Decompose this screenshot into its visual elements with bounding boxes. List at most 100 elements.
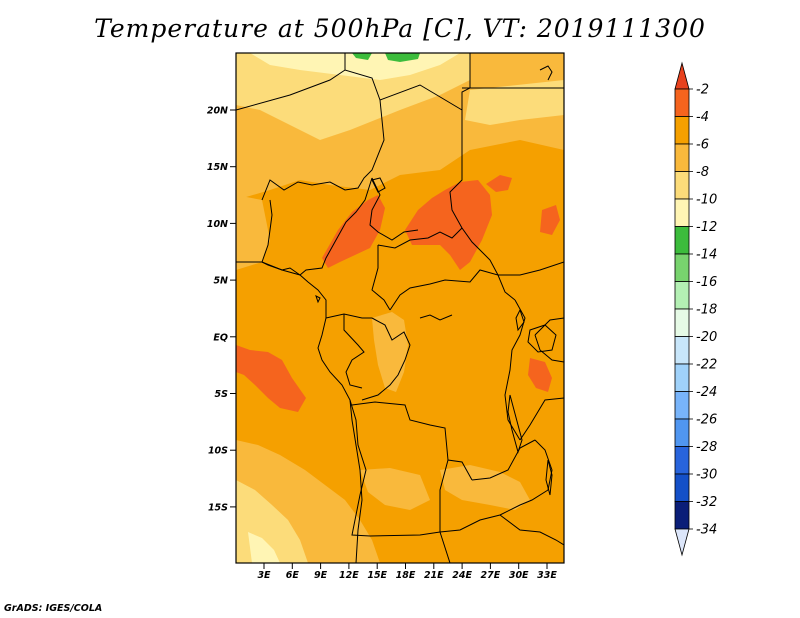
- colorbar-swatch: [674, 253, 690, 282]
- country-borders: [236, 53, 564, 563]
- border-angola-zambia: [439, 459, 449, 532]
- field-south-east-strip: [440, 465, 530, 510]
- lat-tick-label: EQ: [213, 332, 228, 343]
- island-bioko: [315, 295, 321, 304]
- field-west-band: [236, 195, 270, 270]
- border-benin-nigeria: [261, 199, 273, 263]
- colorbar-label: -12: [696, 220, 717, 235]
- lon-tick-label: 3E: [257, 570, 271, 581]
- field-hot-patch-6: [540, 205, 560, 235]
- lat-tick-label: 15S: [208, 502, 228, 513]
- border-niger-chad: [261, 99, 385, 201]
- colorbar-swatch: [674, 501, 690, 530]
- lat-tick-label: 10S: [208, 446, 228, 457]
- colorbar-labels: -2 -4 -6 -8 -10 -12 -14 -16 -18 -20 -22 -24 -26 -28 -3…: [689, 83, 717, 538]
- lat-tick-label: 10N: [207, 219, 228, 230]
- colorbar-label: -30: [696, 468, 717, 483]
- colorbar-swatch: [674, 473, 690, 502]
- lon-tick-label: 21E: [424, 570, 444, 581]
- river-congo-1: [419, 314, 453, 321]
- colorbar-label: -4: [696, 110, 709, 125]
- border-cameroon-gabon: [325, 313, 372, 319]
- colorbar-label: -32: [696, 495, 717, 510]
- border-zimbabwe: [499, 514, 564, 546]
- border-congo-drc: [361, 317, 411, 401]
- colorbar-label: -2: [696, 83, 709, 98]
- map-frame: [235, 52, 565, 564]
- border-drc-zambia: [471, 439, 536, 481]
- border-libya-niger: [236, 69, 381, 111]
- lake-malawi: [545, 459, 553, 496]
- colorbar-swatch: [674, 88, 690, 117]
- colorbar-label: -22: [696, 358, 717, 373]
- colorbar-label: -10: [696, 193, 717, 208]
- border-car-drc: [389, 269, 516, 311]
- lat-tick-label: 20N: [207, 106, 228, 117]
- colorbar-swatch: [674, 143, 690, 172]
- field-hot-patch-4: [236, 345, 306, 412]
- coast-red-sea: [539, 65, 553, 81]
- lake-tanganyika: [507, 394, 523, 454]
- chart-title: Temperature at 500hPa [C], VT: 201911130…: [94, 14, 706, 43]
- colorbar-label: -34: [696, 523, 717, 538]
- border-cameroon-car: [371, 245, 391, 311]
- border-tanzania: [519, 397, 564, 441]
- border-chad-libya: [379, 84, 463, 111]
- colorbar-swatch: [674, 281, 690, 310]
- colorbar-boxes: [674, 61, 690, 557]
- colorbar-swatch: [674, 308, 690, 337]
- coastline: [236, 65, 557, 563]
- colorbar-label: -20: [696, 330, 717, 345]
- border-botswana: [439, 531, 451, 563]
- colorbar-label: -18: [696, 303, 717, 318]
- lon-tick-label: 27E: [481, 570, 501, 581]
- lon-tick-label: 24E: [452, 570, 472, 581]
- colorbar-swatch: [674, 446, 690, 475]
- lon-tick-label: 30E: [509, 570, 529, 581]
- field-hot-patch-1: [322, 195, 385, 268]
- credit-label: GrADS: IGES/COLA: [4, 603, 103, 614]
- lon-tick-label: 9E: [314, 570, 328, 581]
- colorbar-top-arrow: [674, 61, 690, 90]
- border-sudan-south: [498, 261, 564, 276]
- longitude-ticks: 3E 6E 9E 12E 15E 18E 21E 24E 27E 30E 33E: [257, 563, 557, 581]
- lon-tick-label: 33E: [537, 570, 557, 581]
- lat-tick-label: 5N: [213, 276, 228, 287]
- field-north-green: [385, 53, 420, 62]
- colorbar-swatch: [674, 226, 690, 255]
- colorbar-label: -6: [696, 138, 709, 153]
- colorbar-label: -28: [696, 440, 717, 455]
- border-angola-namibia: [349, 399, 441, 537]
- field-south-strip-2: [360, 468, 430, 510]
- lon-tick-label: 12E: [339, 570, 359, 581]
- latitude-ticks: 20N 15N 10N 5N EQ 5S 10S 15S: [207, 106, 236, 513]
- lon-tick-label: 15E: [367, 570, 387, 581]
- lake-victoria: [527, 324, 557, 353]
- colorbar-swatch: [674, 171, 690, 200]
- colorbar-swatch: [674, 336, 690, 365]
- colorbar-label: -24: [696, 385, 717, 400]
- colorbar-swatch: [674, 198, 690, 227]
- border-drc-angola: [351, 401, 473, 481]
- colorbar-swatch: [674, 363, 690, 392]
- lake-chad: [371, 177, 386, 193]
- colorbar-label: -14: [696, 248, 717, 263]
- colorbar-swatch: [674, 391, 690, 420]
- field-north-green-2: [352, 53, 372, 60]
- lon-tick-label: 18E: [396, 570, 416, 581]
- field-south-band-3: [248, 532, 280, 563]
- lon-tick-label: 6E: [286, 570, 300, 581]
- colorbar-swatch: [674, 116, 690, 145]
- lake-albert: [515, 308, 525, 332]
- field-hot-patch-5: [528, 358, 552, 392]
- border-libya-egypt: [461, 53, 471, 110]
- border-uganda-kenya: [534, 334, 564, 363]
- border-kenya: [534, 317, 564, 336]
- lat-tick-label: 5S: [215, 389, 229, 400]
- colorbar-label: -8: [696, 165, 709, 180]
- field-hot-patch-3: [486, 175, 512, 192]
- border-chad-nigeria: [369, 177, 419, 241]
- temperature-field: [236, 53, 564, 563]
